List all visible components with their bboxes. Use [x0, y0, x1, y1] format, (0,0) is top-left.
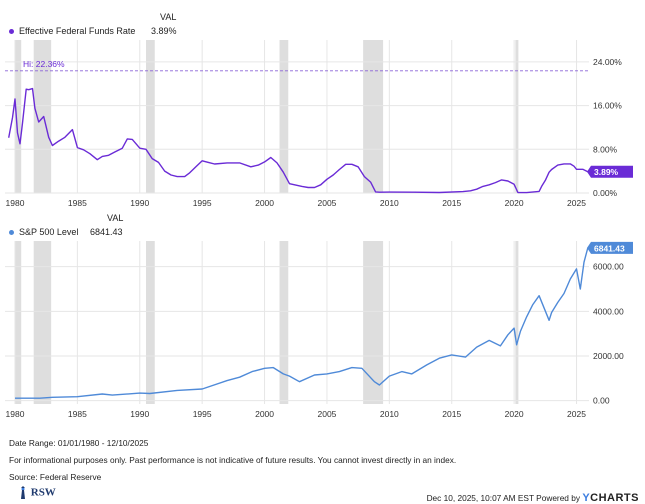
sp500-chart: 0.00 2000.00 4000.00 6000.00 1980 1985 1990 199… [5, 241, 633, 419]
x-tick-label: 2005 [317, 198, 336, 208]
recession-band [363, 40, 384, 193]
x-tick-label: 2020 [505, 409, 524, 419]
recession-band [515, 241, 519, 404]
rate-legend-label: Effective Federal Funds Rate [19, 26, 136, 36]
recession-band [33, 40, 52, 193]
sp500-legend-dot-icon [9, 230, 14, 236]
sp500-val-header: VAL [107, 213, 124, 223]
ycharts-logo-rest: CHARTS [590, 492, 639, 504]
series-line [8, 87, 589, 194]
recession-band [279, 40, 289, 193]
y-tick-label: 4000.00 [593, 306, 624, 316]
x-tick-label: 1980 [6, 198, 25, 208]
recession-band [279, 241, 289, 404]
x-tick-label: 1995 [193, 409, 212, 419]
current-value-tag: 3.89% [587, 165, 633, 178]
y-tick-label: 2000.00 [593, 351, 624, 361]
current-value-tag-bg [587, 165, 633, 178]
current-value-tag-bg [587, 241, 633, 254]
recession-band [14, 40, 22, 193]
source: Source: Federal Reserve [9, 472, 102, 482]
x-tick-label: 2000 [255, 198, 274, 208]
sp500-legend: S&P 500 Level [9, 227, 78, 237]
x-tick-label: 2015 [442, 198, 461, 208]
fed-funds-rate-chart: 0.00% 8.00% 16.00% 24.00% 1980 1985 1990 1995 20… [5, 40, 633, 208]
series-line [15, 247, 589, 399]
powered-by: Dec 10, 2025, 10:07 AM EST Powered by YC… [427, 492, 639, 504]
x-tick-label: 1980 [6, 409, 25, 419]
sp500-legend-label: S&P 500 Level [19, 227, 79, 237]
y-tick-label: 0.00 [593, 396, 610, 406]
rate-legend: Effective Federal Funds Rate [9, 26, 135, 36]
x-tick-label: 2020 [505, 198, 524, 208]
recession-band [33, 241, 52, 404]
y-tick-label: 0.00% [593, 188, 618, 198]
y-tick-label: 6000.00 [593, 262, 624, 272]
ycharts-logo-y: Y [582, 492, 591, 504]
x-tick-label: 1985 [68, 198, 87, 208]
current-value-tag-text: 3.89% [594, 167, 619, 177]
hi-label: Hi: 22.36% [23, 59, 65, 69]
y-tick-label: 8.00% [593, 144, 618, 154]
logo-text: RSW [30, 486, 56, 499]
recession-band [146, 241, 155, 404]
sp500-legend-value: 6841.43 [90, 227, 123, 237]
y-tick-label: 24.00% [593, 57, 622, 67]
date-range: Date Range: 01/01/1980 - 12/10/2025 [9, 438, 149, 448]
recession-band [146, 40, 155, 193]
disclaimer: For informational purposes only. Past pe… [9, 455, 457, 465]
timestamp: Dec 10, 2025, 10:07 AM EST Powered by [426, 493, 580, 503]
recession-band [363, 241, 384, 404]
x-tick-label: 1990 [130, 409, 149, 419]
x-tick-label: 2025 [567, 409, 586, 419]
x-tick-label: 1995 [193, 198, 212, 208]
x-tick-label: 2010 [380, 198, 399, 208]
x-tick-label: 2015 [442, 409, 461, 419]
ycharts-logo: YCHARTS [582, 492, 639, 504]
x-tick-label: 2025 [567, 198, 586, 208]
x-tick-label: 1985 [68, 409, 87, 419]
current-value-tag: 6841.43 [587, 241, 633, 254]
rate-val-header: VAL [160, 12, 177, 22]
current-value-tag-text: 6841.43 [594, 243, 625, 253]
x-tick-label: 1990 [130, 198, 149, 208]
x-tick-label: 2005 [317, 409, 336, 419]
recession-band [515, 40, 519, 193]
rate-legend-value: 3.89% [151, 26, 177, 36]
x-tick-label: 2010 [380, 409, 399, 419]
recession-band [14, 241, 22, 404]
rsw-logo: RSW [18, 486, 56, 500]
lighthouse-icon [21, 486, 25, 499]
y-tick-label: 16.00% [593, 101, 622, 111]
x-tick-label: 2000 [255, 409, 274, 419]
rate-legend-dot-icon [9, 29, 14, 35]
